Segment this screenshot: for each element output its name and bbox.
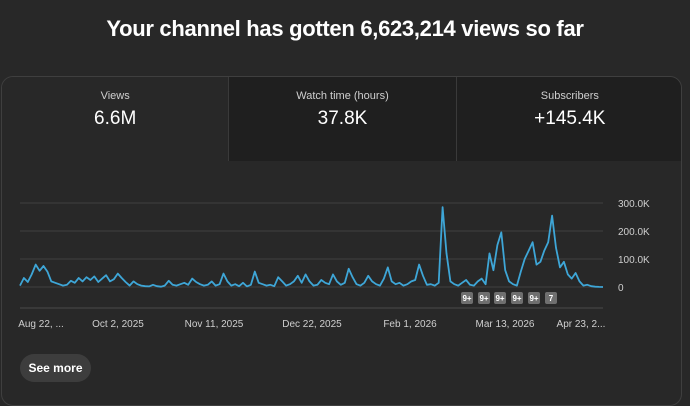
video-marker: [511, 292, 523, 304]
video-marker: [545, 292, 557, 304]
page-headline: Your channel has gotten 6,623,214 views …: [106, 16, 584, 41]
video-marker: [478, 292, 490, 304]
video-marker-label: 9+: [479, 294, 488, 303]
tab-subscribers-label: Subscribers: [540, 90, 599, 102]
x-tick-label: Nov 11, 2025: [185, 319, 244, 330]
tab-views[interactable]: Views 6.6M: [2, 77, 229, 161]
y-tick-label: 0: [618, 283, 624, 294]
metric-tabs: Views 6.6M Watch time (hours) 37.8K Subs…: [2, 77, 681, 161]
video-marker-label: 9+: [462, 294, 471, 303]
tab-watch-time[interactable]: Watch time (hours) 37.8K: [228, 77, 456, 161]
x-tick-label: Dec 22, 2025: [282, 319, 342, 330]
x-tick-label: Feb 1, 2026: [383, 319, 437, 330]
x-tick-label: Mar 13, 2026: [476, 319, 535, 330]
see-more-button[interactable]: See more: [20, 354, 91, 382]
x-tick-label: Aug 22, ...: [18, 319, 64, 330]
video-marker: [528, 292, 540, 304]
views-series-line: [19, 206, 604, 288]
tab-watch-time-label: Watch time (hours): [296, 90, 389, 102]
video-marker-label: 9+: [495, 294, 504, 303]
y-tick-label: 300.0K: [618, 199, 650, 210]
video-marker: [494, 292, 506, 304]
y-tick-label: 100.0K: [618, 255, 650, 266]
tab-views-value: 6.6M: [94, 108, 137, 129]
y-tick-label: 200.0K: [618, 227, 650, 238]
video-marker-label: 7: [549, 294, 554, 303]
tab-subscribers-value: +145.4K: [534, 108, 606, 129]
tab-watch-time-value: 37.8K: [317, 108, 368, 129]
tab-subscribers[interactable]: Subscribers +145.4K: [455, 77, 681, 161]
x-tick-label: Apr 23, 2...: [557, 319, 606, 330]
views-chart: 300.0K 200.0K 100.0K 0 Aug 22, ... Oct 2, 202…: [18, 199, 650, 330]
video-marker-label: 9+: [512, 294, 521, 303]
video-marker: [461, 292, 473, 304]
tab-views-label: Views: [100, 90, 130, 102]
video-marker-label: 9+: [529, 294, 538, 303]
analytics-card: Views 6.6M Watch time (hours) 37.8K Subs…: [1, 76, 682, 406]
x-tick-label: Oct 2, 2025: [92, 319, 144, 330]
